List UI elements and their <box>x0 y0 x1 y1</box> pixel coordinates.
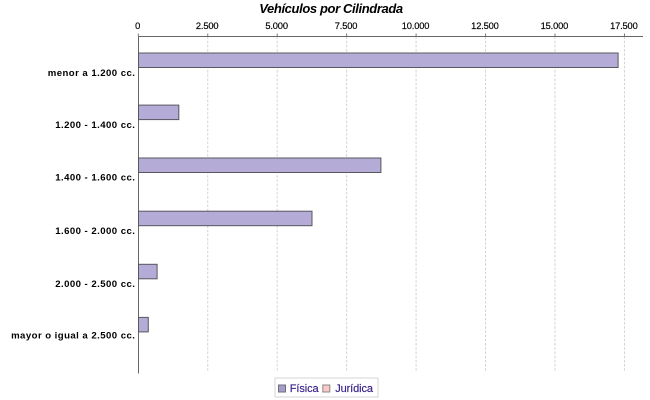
svg-text:12.500: 12.500 <box>471 21 499 31</box>
svg-text:5.000: 5.000 <box>265 21 288 31</box>
svg-text:1.600 - 2.000 cc.: 1.600 - 2.000 cc. <box>55 226 135 237</box>
svg-text:2.500: 2.500 <box>196 21 219 31</box>
svg-text:0: 0 <box>135 21 140 31</box>
svg-text:10.000: 10.000 <box>402 21 430 31</box>
svg-text:Jurídica: Jurídica <box>335 383 374 395</box>
svg-text:mayor o igual a 2.500 cc.: mayor o igual a 2.500 cc. <box>11 331 135 342</box>
svg-text:Física: Física <box>290 383 320 395</box>
svg-text:menor a 1.200 cc.: menor a 1.200 cc. <box>48 68 136 79</box>
svg-text:17.500: 17.500 <box>610 21 638 31</box>
svg-text:15.000: 15.000 <box>541 21 569 31</box>
svg-text:1.200 - 1.400 cc.: 1.200 - 1.400 cc. <box>55 120 135 131</box>
svg-text:1.400 - 1.600 cc.: 1.400 - 1.600 cc. <box>55 173 135 184</box>
svg-text:2.000 - 2.500 cc.: 2.000 - 2.500 cc. <box>55 279 135 290</box>
svg-text:Vehículos por Cilindrada: Vehículos por Cilindrada <box>259 1 403 16</box>
svg-text:7.500: 7.500 <box>335 21 358 31</box>
